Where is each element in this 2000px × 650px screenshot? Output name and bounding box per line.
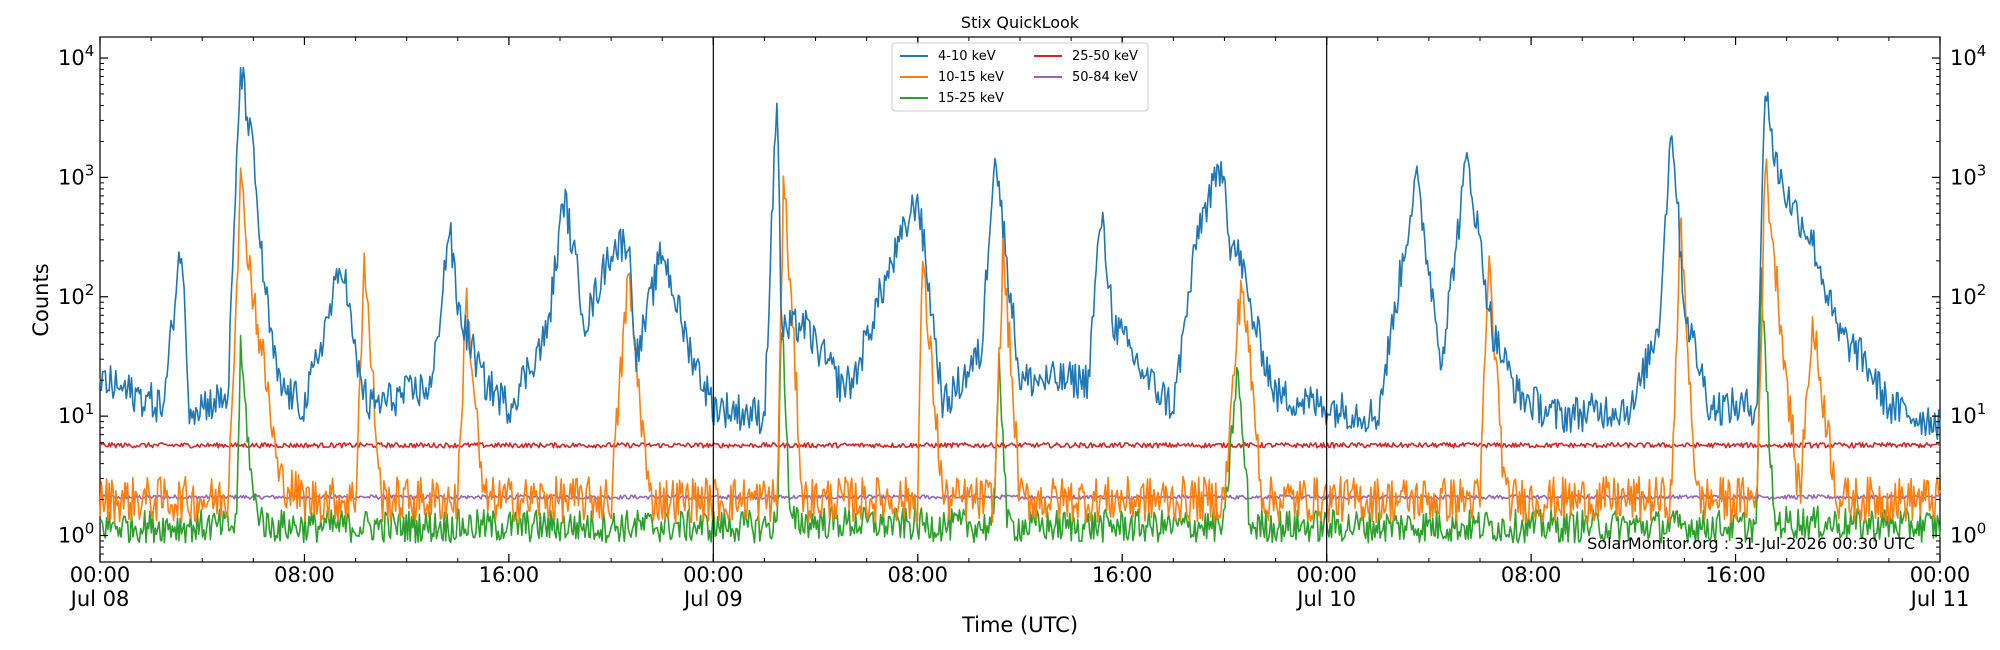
y-tick-label-left: 103: [58, 161, 94, 189]
legend: 4-10 keV 10-15 keV 15-25 keV 25-50 keV 50-84…: [891, 42, 1149, 112]
x-tick-label: 16:00: [479, 563, 540, 587]
x-tick-label: 16:00: [1092, 563, 1153, 587]
y-tick-label-left: 101: [58, 400, 94, 428]
legend-frame: [891, 42, 1149, 112]
x-tick-label: 00:00: [683, 563, 744, 587]
series-layer: [99, 66, 1941, 544]
x-tick-label: 00:00: [1910, 563, 1971, 587]
x-tick-label: 16:00: [1705, 563, 1766, 587]
day-boundary-layer: [712, 37, 1328, 562]
x-tick-label: 00:00: [1296, 563, 1357, 587]
legend-label: 4-10 keV: [938, 49, 996, 64]
y-tick-label-right: 102: [1950, 281, 1986, 309]
y-tick-label-left: 104: [58, 42, 94, 70]
y-tick-label-right: 103: [1950, 161, 1986, 189]
x-tick-date-label: Jul 10: [1295, 587, 1356, 611]
watermark-text: SolarMonitor.org : 31-Jul-2026 00:30 UTC: [1587, 534, 1915, 553]
y-tick-label-right: 101: [1950, 400, 1986, 428]
x-tick-label: 00:00: [70, 563, 131, 587]
y-tick-label-right: 104: [1950, 42, 1986, 70]
plot-frame: [99, 36, 1941, 563]
legend-label: 10-15 keV: [938, 70, 1004, 85]
x-axis-label: Time (UTC): [961, 613, 1078, 637]
plot-area: [99, 36, 1941, 563]
y-axis-ticks: 100 100 101 101 102 102 103 103 104 104: [58, 42, 1986, 563]
x-tick-label: 08:00: [888, 563, 949, 587]
series-line-25-50-keV: [99, 442, 1941, 449]
x-tick-date-label: Jul 09: [682, 587, 743, 611]
x-tick-date-label: Jul 08: [69, 587, 130, 611]
legend-label: 15-25 keV: [938, 91, 1004, 106]
legend-label: 25-50 keV: [1072, 49, 1138, 64]
x-tick-label: 08:00: [274, 563, 335, 587]
y-axis-label: Counts: [29, 263, 53, 336]
series-line-10-15-keV: [99, 158, 1941, 524]
x-tick-date-label: Jul 11: [1909, 587, 1970, 611]
chart-title: Stix QuickLook: [961, 13, 1080, 32]
y-tick-label-left: 102: [58, 281, 94, 309]
legend-label: 50-84 keV: [1072, 70, 1138, 85]
series-line-15-25-keV: [99, 267, 1941, 544]
y-tick-label-right: 100: [1950, 520, 1986, 548]
y-tick-label-left: 100: [58, 520, 94, 548]
series-line-4-10-keV: [99, 66, 1941, 440]
x-tick-label: 08:00: [1501, 563, 1562, 587]
